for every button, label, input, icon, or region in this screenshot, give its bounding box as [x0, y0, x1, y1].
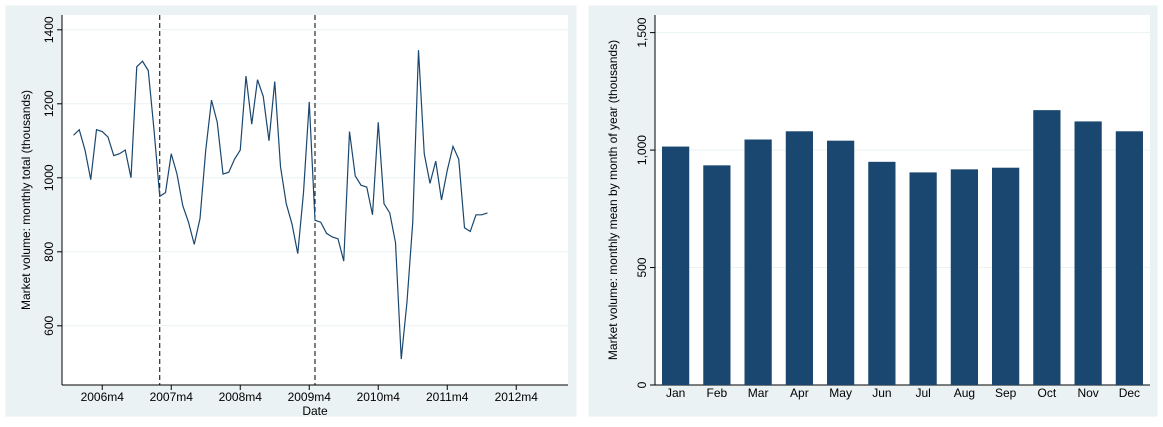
- bar: [992, 167, 1020, 385]
- x-tick-label: Jul: [915, 386, 930, 400]
- x-tick-label: 2012m4: [495, 390, 539, 404]
- x-tick-label: May: [829, 386, 852, 400]
- x-tick-label: Apr: [790, 386, 809, 400]
- y-tick-label: 800: [42, 241, 56, 261]
- bar: [1115, 131, 1143, 385]
- data-line: [73, 50, 488, 360]
- x-tick-label: 2010m4: [357, 390, 401, 404]
- bar: [703, 165, 731, 385]
- y-tick-label: 0: [635, 381, 649, 388]
- bar: [785, 131, 813, 385]
- y-tick-label: 600: [42, 315, 56, 335]
- bar: [1033, 110, 1061, 386]
- bar: [950, 169, 978, 385]
- y-tick-label: 1000: [42, 164, 56, 191]
- x-tick-label: 2008m4: [219, 390, 263, 404]
- x-tick-label: Dec: [1119, 386, 1140, 400]
- x-tick-label: Feb: [707, 386, 728, 400]
- x-tick-label: 2009m4: [288, 390, 332, 404]
- y-tick-label: 1,000: [635, 135, 649, 165]
- y-tick-label: 1400: [42, 16, 56, 43]
- bar: [909, 172, 937, 385]
- x-tick-label: Jan: [666, 386, 685, 400]
- bar: [868, 161, 896, 385]
- y-axis-label: Market volume: monthly total (thousands): [19, 90, 33, 310]
- x-tick-label: Sep: [995, 386, 1017, 400]
- bar: [744, 139, 772, 385]
- bar: [662, 146, 690, 385]
- x-tick-label: 2011m4: [426, 390, 469, 404]
- x-tick-label: Jun: [872, 386, 891, 400]
- x-tick-label: 2006m4: [81, 390, 125, 404]
- x-tick-label: Mar: [748, 386, 769, 400]
- bar: [827, 140, 855, 385]
- x-tick-label: 2007m4: [150, 390, 194, 404]
- x-tick-label: Aug: [954, 386, 975, 400]
- y-tick-label: 1200: [42, 90, 56, 117]
- plot-area: [655, 15, 1150, 385]
- y-axis-label: Market volume: monthly mean by month of …: [606, 40, 620, 360]
- x-tick-label: Nov: [1077, 386, 1098, 400]
- x-tick-label: Oct: [1038, 386, 1057, 400]
- x-axis-label: Date: [302, 404, 328, 418]
- y-tick-label: 500: [635, 257, 649, 277]
- bar: [1074, 121, 1102, 386]
- y-tick-label: 1,500: [635, 17, 649, 47]
